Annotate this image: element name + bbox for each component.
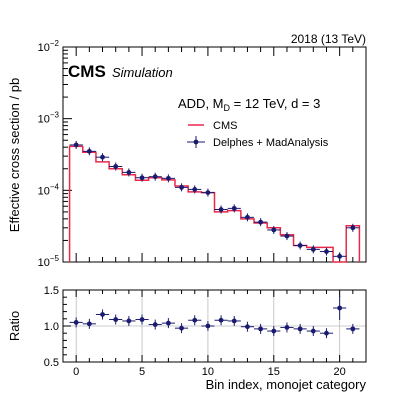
upper-y-tick-label: 10−4 — [38, 182, 60, 197]
delphes-point — [148, 172, 162, 181]
x-tick-label: 5 — [139, 366, 145, 378]
x-tick-label: 10 — [202, 366, 214, 378]
ratio-point — [227, 315, 241, 326]
legend-delphes-label: Delphes + MadAnalysis — [213, 137, 329, 149]
ratio-point — [95, 309, 110, 320]
ratio-point — [346, 323, 360, 334]
lower-ticks: 0 5 10 15 20 0.5 1.0 1.5 — [44, 285, 354, 378]
delphes-point — [95, 153, 110, 162]
cms-histogram-step — [68, 145, 361, 263]
delphes-point — [188, 185, 202, 194]
ratio-point — [135, 314, 149, 325]
cms-histogram — [68, 145, 361, 263]
delphes-point — [319, 247, 334, 256]
ratio-point — [280, 322, 294, 333]
lower-y-tick-label: 0.5 — [44, 357, 59, 369]
delphes-point — [82, 147, 96, 156]
ratio-point — [122, 315, 136, 326]
x-tick-label: 0 — [73, 366, 79, 378]
upper-y-tick-label: 10−5 — [38, 254, 60, 269]
ratio-point — [333, 296, 347, 320]
legend-title: ADD, MD = 12 TeV, d = 3 — [178, 96, 320, 113]
delphes-point — [122, 168, 136, 177]
ratio-point — [254, 323, 268, 334]
delphes-point — [161, 174, 175, 183]
delphes-point — [306, 245, 320, 254]
cms-logo: CMS — [68, 62, 106, 81]
delphes-point — [109, 162, 123, 171]
delphes-point — [174, 183, 189, 192]
ratio-point — [293, 323, 307, 334]
upper-panel: 10−5 10−4 10−3 10−2 2018 (13 TeV) CMS Simul… — [7, 32, 367, 269]
delphes-point — [240, 213, 255, 222]
x-tick-label: 15 — [268, 366, 280, 378]
delphes-point — [135, 173, 149, 182]
upper-y-tick-label: 10−2 — [38, 39, 60, 54]
ratio-point — [109, 314, 123, 325]
upper-minor-ticks — [63, 47, 354, 262]
legend-cms-label: CMS — [213, 120, 237, 132]
ratio-point — [201, 321, 215, 331]
upper-y-ticks: 10−5 10−4 10−3 10−2 — [38, 39, 72, 269]
delphes-point — [254, 218, 268, 227]
ratio-point — [214, 315, 228, 326]
lower-y-tick-label: 1.0 — [44, 321, 59, 333]
ratio-point — [319, 328, 334, 339]
upper-frame — [62, 46, 367, 263]
ratio-point — [174, 323, 189, 334]
upper-y-tick-label: 10−3 — [38, 111, 60, 126]
upper-y-axis-label: Effective cross section / pb — [7, 78, 22, 232]
delphes-point — [201, 188, 215, 197]
ratio-point — [267, 326, 281, 337]
delphes-point — [333, 252, 347, 261]
ratio-point — [148, 319, 162, 330]
x-tick-label: 20 — [334, 366, 346, 378]
delphes-point — [267, 225, 281, 234]
ratio-points — [69, 296, 360, 339]
lumi-label: 2018 (13 TeV) — [291, 32, 366, 46]
ratio-point — [82, 318, 96, 329]
ratio-point — [69, 317, 83, 328]
ratio-point — [161, 318, 175, 329]
lower-panel: 0 5 10 15 20 0.5 1.0 1.5 Ratio Bin index, monoj… — [7, 285, 367, 392]
ratio-point — [188, 315, 202, 326]
delphes-point — [293, 241, 307, 250]
delphes-point — [69, 140, 83, 149]
x-axis-label: Bin index, monojet category — [206, 377, 367, 392]
lower-y-tick-label: 1.5 — [44, 285, 59, 297]
delphes-point — [214, 205, 228, 214]
delphes-point — [346, 223, 360, 232]
legend-delphes-marker — [187, 136, 205, 148]
delphes-point — [280, 232, 294, 241]
ratio-point — [306, 326, 320, 337]
legend: ADD, MD = 12 TeV, d = 3 CMS Delphes + Ma… — [178, 96, 329, 149]
delphes-point — [227, 204, 241, 213]
simulation-label: Simulation — [112, 65, 173, 80]
ratio-point — [240, 321, 255, 332]
delphes-points — [69, 140, 360, 261]
lower-y-axis-label: Ratio — [7, 311, 22, 341]
